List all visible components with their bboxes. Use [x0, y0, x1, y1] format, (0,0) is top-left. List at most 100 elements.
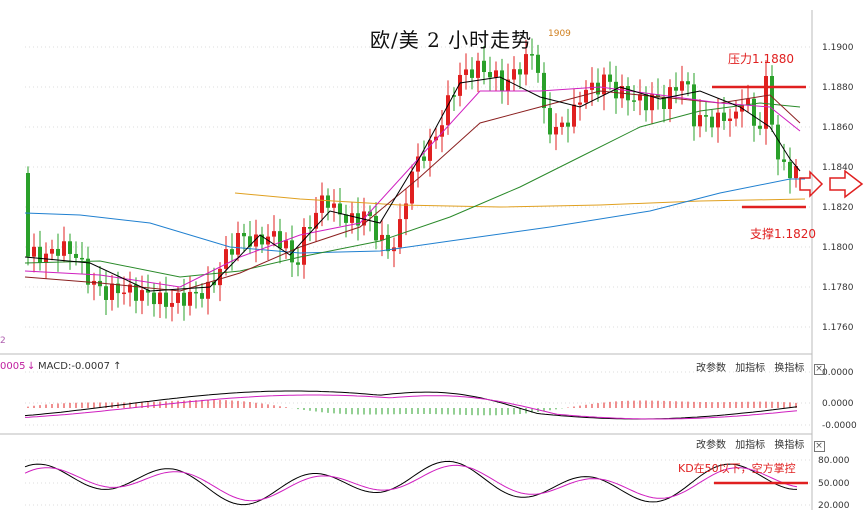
candle-body — [554, 126, 558, 135]
candle-body — [164, 292, 168, 307]
candle-body — [74, 253, 78, 258]
candle-body — [674, 87, 678, 91]
candle-body — [98, 280, 102, 287]
candle-body — [614, 81, 618, 99]
support-label: 支撑1.1820 — [750, 227, 816, 241]
candle-body — [158, 292, 162, 305]
candle-body — [440, 125, 444, 137]
resistance-label: 压力1.1880 — [728, 52, 794, 66]
candle-body — [482, 60, 486, 73]
candle-body — [386, 234, 390, 252]
kd-y-tick-label: 20.000 — [818, 501, 850, 511]
candle-body — [734, 111, 738, 119]
candle-body — [224, 249, 228, 269]
kd-toolbar: 改参数 加指标 换指标 × — [690, 436, 825, 452]
candle-body — [152, 292, 156, 305]
candle-body — [782, 159, 786, 162]
candle-body — [56, 248, 60, 256]
candle-body — [776, 124, 780, 160]
macd-prefix: 0005 — [0, 361, 26, 372]
candle-body — [770, 76, 774, 125]
kd-add-indicator-button[interactable]: 加指标 — [735, 440, 766, 451]
candle-body — [524, 54, 528, 75]
candle-body — [662, 97, 666, 109]
candle-body — [260, 234, 264, 245]
candle-body — [596, 82, 600, 95]
macd-params-button[interactable]: 改参数 — [696, 363, 726, 374]
candle-body — [656, 94, 660, 98]
y-tick-label: 1.1800 — [822, 243, 854, 253]
candle-body — [578, 102, 582, 105]
candle-body — [644, 94, 648, 111]
candle-body — [236, 232, 240, 255]
candle-body — [182, 292, 186, 306]
candle-body — [626, 86, 630, 101]
candle-body — [686, 81, 690, 85]
candle-body — [680, 81, 684, 91]
kd-d-line — [24, 464, 798, 502]
candle-body — [506, 79, 510, 92]
candle-body — [620, 86, 624, 99]
candle-body — [764, 76, 768, 129]
candle-body — [314, 212, 318, 229]
kd-switch-indicator-button[interactable]: 换指标 — [774, 440, 805, 451]
candle-body — [200, 293, 204, 299]
candle-body — [560, 122, 564, 127]
candle-body — [530, 54, 534, 56]
candle-body — [716, 112, 720, 128]
candle-body — [794, 166, 798, 179]
candle-body — [254, 234, 258, 247]
candle-body — [398, 219, 402, 248]
candle-body — [602, 74, 606, 95]
corner-mark: 2 — [0, 336, 6, 346]
candle-body — [332, 203, 336, 208]
candle-body — [356, 213, 360, 226]
candle-body — [566, 122, 570, 127]
candle-body — [170, 302, 174, 307]
macd-switch-indicator-button[interactable]: 换指标 — [774, 363, 805, 374]
candle-body — [512, 69, 516, 80]
candle-body — [344, 214, 348, 223]
candle-body — [464, 69, 468, 75]
kd-params-button[interactable]: 改参数 — [696, 440, 726, 451]
candle-body — [272, 231, 276, 237]
candle-body — [788, 161, 792, 179]
y-tick-label: 1.1820 — [822, 203, 854, 213]
candle-body — [110, 283, 114, 300]
candle-body — [278, 231, 282, 249]
candle-body — [536, 54, 540, 73]
ma-green-line — [24, 102, 801, 278]
candle-body — [206, 281, 210, 299]
candle-body — [494, 70, 498, 78]
candle-body — [518, 69, 522, 75]
candle-body — [134, 284, 138, 301]
macd-toolbar: 改参数 加指标 换指标 × — [690, 359, 825, 375]
candle-body — [584, 89, 588, 103]
y-tick-label: 1.1900 — [822, 43, 854, 53]
macd-dif-line — [24, 390, 798, 420]
candle-body — [458, 74, 462, 96]
macd-add-indicator-button[interactable]: 加指标 — [735, 363, 766, 374]
candle-body — [410, 171, 414, 204]
candle-body — [116, 283, 120, 294]
candle-body — [632, 100, 636, 102]
candle-body — [374, 215, 378, 241]
candle-body — [26, 173, 30, 257]
candle-body — [338, 203, 342, 215]
candle-body — [122, 292, 126, 295]
candle-body — [62, 241, 66, 256]
candle-body — [428, 140, 432, 161]
candle-body — [752, 98, 756, 126]
y-tick-label: 1.1780 — [822, 283, 854, 293]
candle-body — [296, 262, 300, 265]
kd-close-icon[interactable]: × — [813, 441, 825, 452]
macd-down-arrow-icon: ↓ — [27, 361, 36, 372]
macd-close-icon[interactable]: × — [813, 364, 825, 375]
ma-pink-line — [24, 86, 801, 288]
candle-body — [698, 115, 702, 127]
candle-body — [290, 240, 294, 263]
candle-body — [326, 195, 330, 208]
macd-readout: MACD:-0.0007 ↑ — [38, 361, 122, 372]
